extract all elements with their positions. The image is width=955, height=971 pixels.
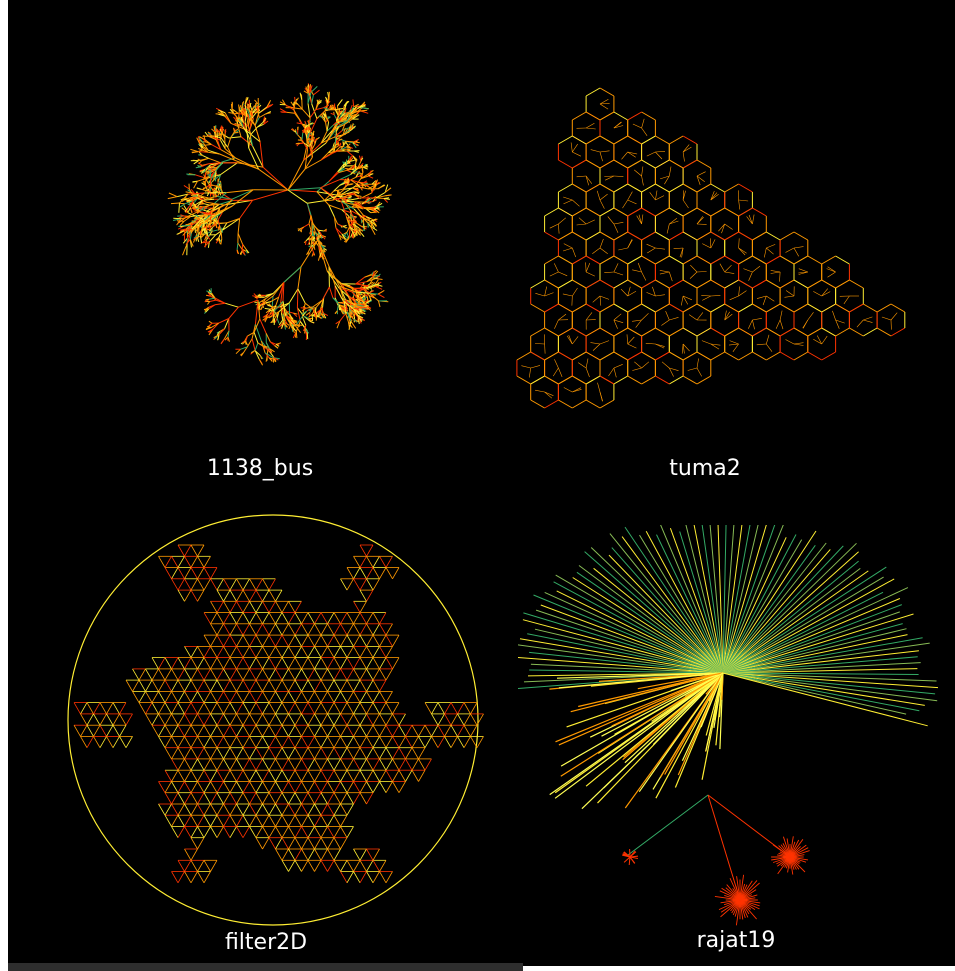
graph-filter2d-drawing [67,514,484,926]
graph-1138-bus-drawing [167,83,392,366]
caption-tuma2: tuma2 [669,456,741,481]
panel-tuma2 [493,70,918,460]
graph-tuma2-drawing [516,87,906,409]
caption-filter2d: filter2D [224,930,308,955]
caption-1138-bus: 1138_bus [206,456,314,481]
horizontal-scrollbar[interactable] [8,963,523,971]
panel-rajat19 [518,525,938,935]
panel-filter2d [58,510,488,930]
graph-figure: 1138_bus tuma2 filter2D rajat19 [8,0,955,966]
graph-rajat19-drawing [518,525,938,926]
caption-rajat19: rajat19 [696,928,776,953]
panel-1138-bus [58,40,468,430]
